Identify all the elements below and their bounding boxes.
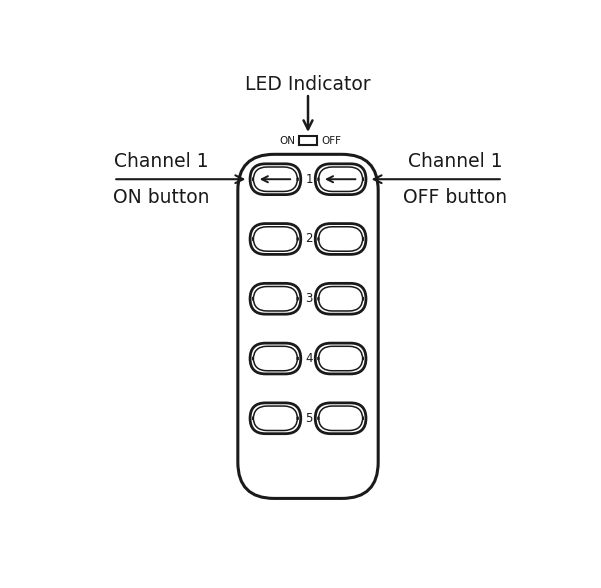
FancyBboxPatch shape	[319, 406, 363, 430]
Text: 2: 2	[305, 232, 313, 245]
Text: ON button: ON button	[112, 188, 209, 207]
FancyBboxPatch shape	[250, 283, 300, 314]
Text: 5: 5	[305, 412, 313, 425]
FancyBboxPatch shape	[253, 167, 297, 192]
Bar	[299, 136, 317, 145]
Text: 3: 3	[305, 292, 313, 305]
FancyBboxPatch shape	[319, 286, 363, 311]
FancyBboxPatch shape	[316, 343, 366, 374]
Text: Channel 1: Channel 1	[114, 152, 208, 171]
FancyBboxPatch shape	[253, 406, 297, 430]
Text: ON: ON	[279, 136, 295, 146]
FancyBboxPatch shape	[316, 283, 366, 314]
FancyBboxPatch shape	[316, 403, 366, 434]
FancyBboxPatch shape	[250, 343, 300, 374]
FancyBboxPatch shape	[319, 346, 363, 371]
FancyBboxPatch shape	[250, 164, 300, 195]
FancyBboxPatch shape	[319, 167, 363, 192]
Text: Channel 1: Channel 1	[408, 152, 502, 171]
FancyBboxPatch shape	[319, 227, 363, 251]
FancyBboxPatch shape	[316, 223, 366, 255]
FancyBboxPatch shape	[253, 346, 297, 371]
Text: LED Indicator: LED Indicator	[245, 75, 371, 93]
Text: 4: 4	[305, 352, 313, 365]
FancyBboxPatch shape	[250, 403, 300, 434]
FancyBboxPatch shape	[316, 164, 366, 195]
Text: OFF button: OFF button	[403, 188, 507, 207]
Text: 1: 1	[305, 173, 313, 186]
FancyBboxPatch shape	[250, 223, 300, 255]
FancyBboxPatch shape	[238, 154, 378, 499]
FancyBboxPatch shape	[253, 227, 297, 251]
FancyBboxPatch shape	[253, 286, 297, 311]
Text: OFF: OFF	[321, 136, 341, 146]
